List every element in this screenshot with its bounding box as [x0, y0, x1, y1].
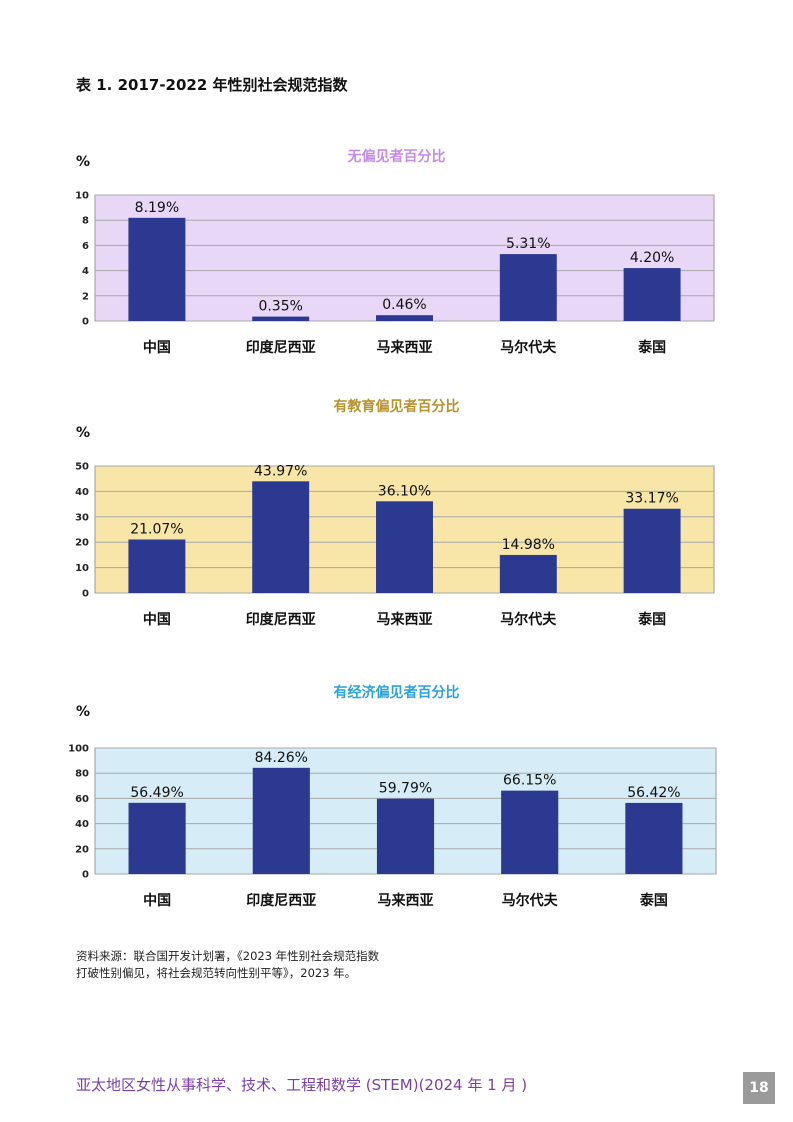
category-label: 马尔代夫 — [502, 892, 559, 909]
y-axis-label: % — [76, 154, 91, 170]
y-tick-label: 6 — [82, 241, 89, 252]
category-label: 印度尼西亚 — [246, 339, 316, 356]
y-tick-label: 4 — [82, 266, 89, 277]
category-label: 马来西亚 — [377, 340, 433, 356]
category-label: 泰国 — [637, 339, 666, 356]
bar — [376, 315, 433, 321]
data-label: 0.35% — [258, 299, 302, 315]
bar-chart-svg: 0 20 40 60 80 100 56.49% 中国 84.26% 印度尼西亚 59.79% 马来西… — [68, 744, 717, 909]
data-label: 56.49% — [130, 785, 183, 801]
page-number: 18 — [743, 1072, 775, 1104]
y-tick-label: 50 — [75, 462, 89, 473]
data-label: 21.07% — [130, 521, 183, 537]
bar — [499, 554, 557, 593]
category-label: 马尔代夫 — [500, 611, 557, 628]
y-tick-label: 80 — [75, 769, 89, 780]
y-tick-label: 0 — [82, 317, 89, 328]
category-label: 印度尼西亚 — [246, 611, 316, 628]
y-tick-label: 2 — [82, 291, 89, 302]
source-line-2: 打破性别偏见，将社会规范转向性别平等》，2023 年。 — [76, 966, 357, 980]
bar-chart-svg: 0 2 4 6 8 10 8.19% 中国 0.35% 印度尼西亚 0.46% 马来西亚 5.31% 马尔… — [75, 191, 715, 356]
data-label: 33.17% — [625, 491, 678, 507]
data-label: 59.79% — [379, 781, 432, 797]
y-tick-label: 100 — [68, 744, 89, 755]
bar — [623, 268, 681, 321]
bar — [499, 254, 557, 321]
bar — [501, 790, 559, 874]
bar — [376, 798, 435, 874]
data-label: 14.98% — [502, 537, 555, 553]
bar-chart-svg: 0 10 20 30 40 50 21.07% 中国 43.97% 印度尼西亚 36.10% 马来西亚… — [75, 462, 715, 628]
category-label: 马尔代夫 — [500, 339, 557, 356]
data-label: 8.19% — [135, 200, 179, 216]
category-label: 泰国 — [637, 611, 666, 628]
data-label: 43.97% — [254, 463, 307, 479]
data-label: 84.26% — [255, 750, 308, 766]
data-label: 4.20% — [630, 250, 674, 266]
source-note: 资料来源：联合国开发计划署，《2023 年性别社会规范指数 打破性别偏见，将社会… — [76, 948, 636, 982]
y-tick-label: 20 — [75, 538, 89, 549]
bar — [128, 802, 186, 874]
category-label: 中国 — [143, 339, 171, 356]
category-label: 中国 — [143, 892, 171, 909]
bar — [252, 767, 310, 874]
bar — [625, 802, 683, 874]
chart-title: 有教育偏见者百分比 — [333, 399, 460, 415]
category-label: 马来西亚 — [377, 612, 433, 628]
chart-title: 无偏见者百分比 — [347, 149, 446, 165]
y-tick-label: 10 — [75, 191, 89, 202]
y-tick-label: 8 — [82, 216, 89, 227]
category-label: 中国 — [143, 611, 171, 628]
y-axis-label: % — [76, 425, 91, 441]
chart-title: 有经济偏见者百分比 — [333, 685, 460, 701]
data-label: 5.31% — [506, 236, 550, 252]
data-label: 66.15% — [503, 773, 556, 789]
y-tick-label: 60 — [75, 794, 89, 805]
plot-background — [94, 194, 715, 322]
data-label: 0.46% — [382, 297, 426, 313]
category-label: 印度尼西亚 — [246, 892, 316, 909]
y-tick-label: 0 — [82, 870, 89, 881]
bar — [252, 481, 310, 593]
y-tick-label: 0 — [82, 589, 89, 600]
y-tick-label: 40 — [75, 487, 89, 498]
bar — [623, 508, 681, 593]
category-label: 泰国 — [639, 892, 668, 909]
y-tick-label: 20 — [75, 844, 89, 855]
document-title: 表 1. 2017-2022 年性别社会规范指数 — [76, 76, 348, 94]
y-tick-label: 30 — [75, 512, 89, 523]
y-tick-label: 10 — [75, 563, 89, 574]
bar — [128, 217, 186, 321]
y-tick-label: 40 — [75, 819, 89, 830]
bar — [252, 316, 310, 321]
category-label: 马来西亚 — [378, 893, 434, 909]
bar — [376, 501, 433, 593]
bar — [128, 539, 186, 593]
source-line-1: 资料来源：联合国开发计划署，《2023 年性别社会规范指数 — [76, 949, 380, 963]
data-label: 56.42% — [627, 785, 680, 801]
y-axis-label: % — [76, 704, 91, 720]
data-label: 36.10% — [378, 483, 431, 499]
footer-title: 亚太地区女性从事科学、技术、工程和数学 (STEM)(2024 年 1 月 ) — [76, 1076, 528, 1094]
